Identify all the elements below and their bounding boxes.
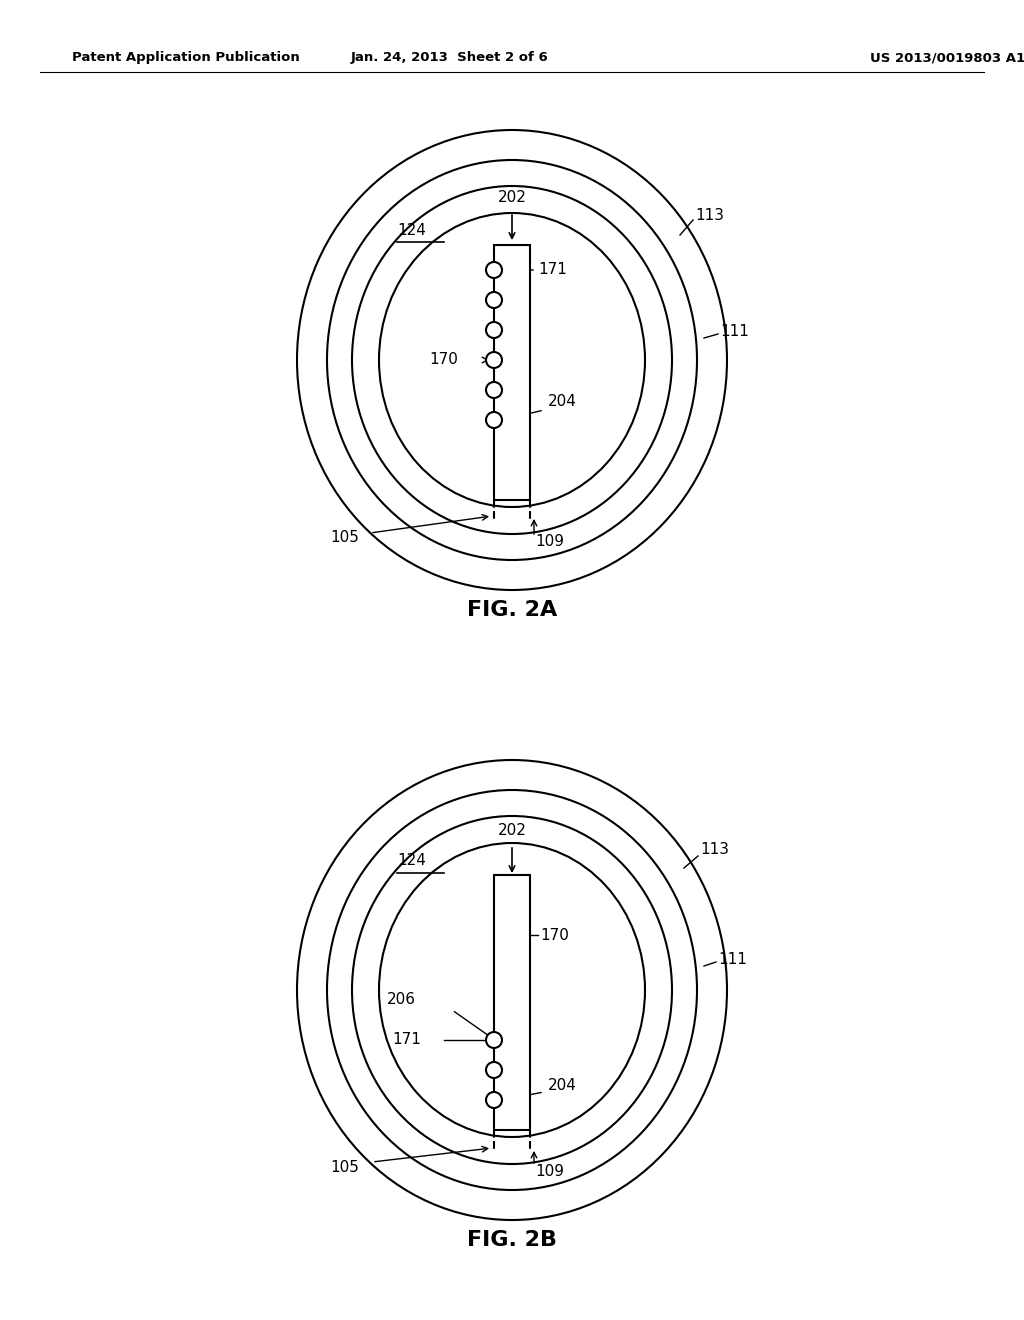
Text: 204: 204 bbox=[548, 395, 577, 409]
Text: 170: 170 bbox=[429, 352, 458, 367]
Text: 171: 171 bbox=[538, 263, 567, 277]
Circle shape bbox=[486, 292, 502, 308]
Bar bbox=[494, 246, 530, 500]
Text: 105: 105 bbox=[330, 531, 358, 545]
Text: 113: 113 bbox=[700, 842, 729, 858]
Bar bbox=[494, 875, 530, 1130]
Text: 111: 111 bbox=[720, 325, 749, 339]
Text: 202: 202 bbox=[498, 190, 526, 205]
Circle shape bbox=[486, 352, 502, 368]
Circle shape bbox=[486, 322, 502, 338]
Circle shape bbox=[486, 412, 502, 428]
Text: 124: 124 bbox=[397, 853, 426, 869]
Circle shape bbox=[486, 261, 502, 279]
Text: Jan. 24, 2013  Sheet 2 of 6: Jan. 24, 2013 Sheet 2 of 6 bbox=[351, 51, 549, 65]
Text: 109: 109 bbox=[535, 535, 564, 549]
Circle shape bbox=[486, 1063, 502, 1078]
Text: 204: 204 bbox=[548, 1077, 577, 1093]
Text: 171: 171 bbox=[392, 1032, 421, 1048]
Circle shape bbox=[486, 1092, 502, 1107]
Text: 202: 202 bbox=[498, 822, 526, 838]
Text: 109: 109 bbox=[535, 1164, 564, 1180]
Text: FIG. 2A: FIG. 2A bbox=[467, 601, 557, 620]
Text: FIG. 2B: FIG. 2B bbox=[467, 1230, 557, 1250]
Text: Patent Application Publication: Patent Application Publication bbox=[72, 51, 300, 65]
Text: 105: 105 bbox=[330, 1160, 358, 1176]
Circle shape bbox=[486, 1032, 502, 1048]
Circle shape bbox=[486, 381, 502, 399]
Text: 111: 111 bbox=[718, 953, 746, 968]
Text: US 2013/0019803 A1: US 2013/0019803 A1 bbox=[870, 51, 1024, 65]
Text: 170: 170 bbox=[540, 928, 569, 942]
Text: 206: 206 bbox=[387, 993, 416, 1007]
Text: 113: 113 bbox=[695, 207, 724, 223]
Text: 124: 124 bbox=[397, 223, 426, 238]
